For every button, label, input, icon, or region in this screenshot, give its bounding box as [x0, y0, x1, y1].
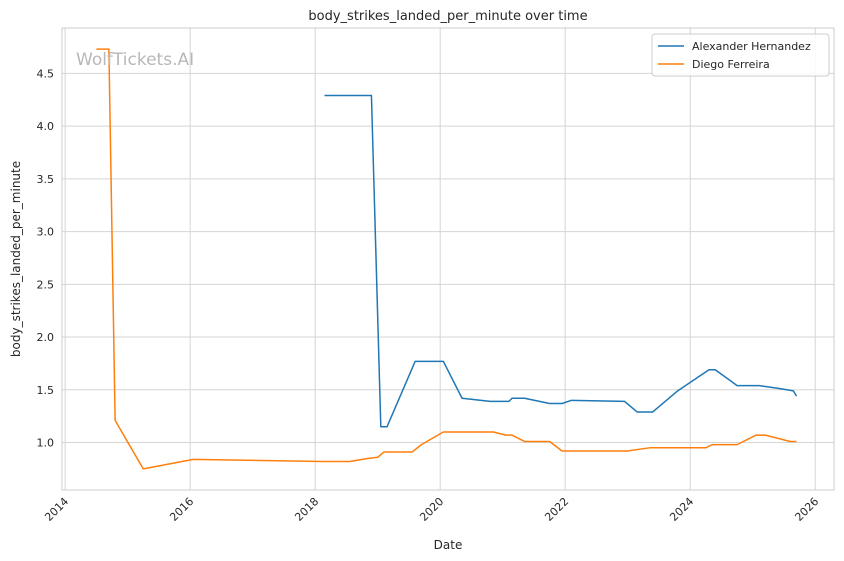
x-tick-label: 2018 [292, 495, 321, 524]
series-line-diego-ferreira [96, 48, 797, 470]
x-ticks: 2014 2016 2018 2020 2022 2024 2026 [42, 495, 821, 524]
x-axis-label: Date [434, 538, 463, 552]
y-tick-label: 3.5 [37, 173, 55, 186]
plot-frame [61, 27, 835, 491]
y-ticks: 1.0 1.5 2.0 2.5 3.0 3.5 4.0 4.5 [37, 67, 55, 449]
x-tick-label: 2026 [792, 495, 821, 524]
series-line-alexander-hernandez [324, 94, 798, 428]
y-tick-label: 1.5 [37, 384, 55, 397]
watermark: WolfTickets.AI [76, 50, 194, 70]
series-layer [96, 48, 798, 470]
y-axis-label: body_strikes_landed_per_minute [9, 161, 23, 357]
x-tick-label: 2020 [417, 495, 446, 524]
legend-label-diego-ferreira: Diego Ferreira [692, 58, 770, 71]
x-tick-label: 2016 [167, 495, 196, 524]
x-tick-label: 2024 [667, 495, 696, 524]
x-tick-label: 2014 [42, 495, 71, 524]
y-tick-label: 3.0 [37, 226, 55, 239]
legend: Alexander Hernandez Diego Ferreira [651, 33, 830, 77]
y-tick-label: 4.5 [37, 67, 55, 80]
y-tick-label: 2.0 [37, 331, 55, 344]
chart-title: body_strikes_landed_per_minute over time [308, 9, 587, 24]
y-tick-label: 2.5 [37, 278, 55, 291]
y-tick-label: 1.0 [37, 437, 55, 450]
x-tick-label: 2022 [542, 495, 571, 524]
grid [62, 28, 834, 490]
y-tick-label: 4.0 [37, 120, 55, 133]
legend-box [651, 33, 830, 77]
legend-label-alexander-hernandez: Alexander Hernandez [692, 40, 811, 53]
